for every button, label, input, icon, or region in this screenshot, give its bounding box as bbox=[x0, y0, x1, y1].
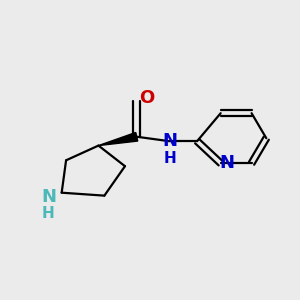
Text: H: H bbox=[42, 206, 55, 221]
Text: N: N bbox=[219, 154, 234, 172]
Polygon shape bbox=[98, 132, 138, 146]
Text: N: N bbox=[163, 132, 178, 150]
Text: N: N bbox=[41, 188, 56, 206]
Text: H: H bbox=[164, 151, 176, 166]
Text: O: O bbox=[140, 89, 155, 107]
